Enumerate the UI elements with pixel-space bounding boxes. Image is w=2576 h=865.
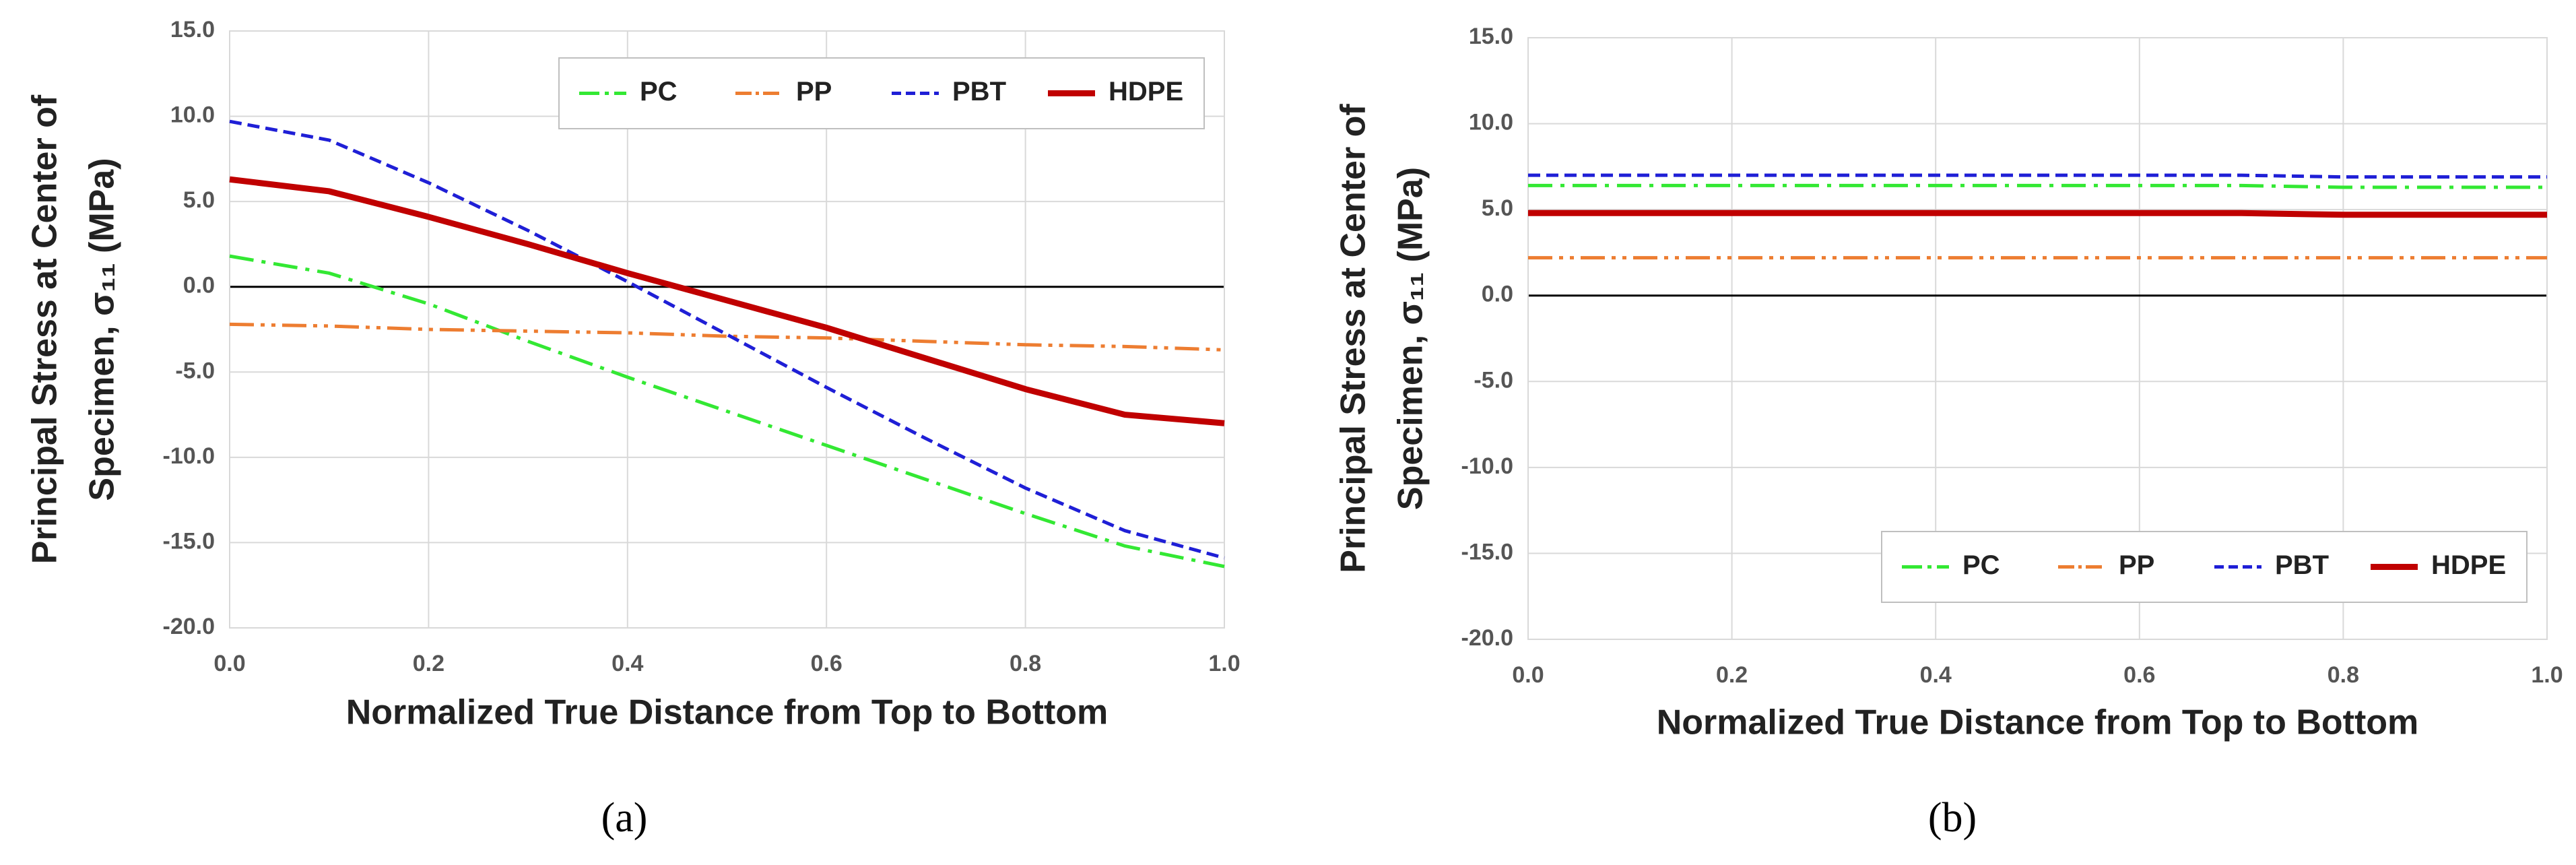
y-axis-title: Specimen, σ₁₁ (MPa) — [1391, 167, 1430, 510]
legend-label: PP — [2119, 550, 2154, 580]
x-tick-label: 1.0 — [2531, 662, 2563, 688]
y-tick-label: -15.0 — [163, 528, 216, 554]
y-tick-label: 10.0 — [170, 102, 215, 128]
x-tick-label: 0.6 — [2123, 662, 2155, 688]
x-tick-label: 0.6 — [811, 651, 843, 676]
y-tick-label: 5.0 — [183, 187, 215, 213]
legend-label: PBT — [952, 77, 1006, 106]
x-axis-title: Normalized True Distance from Top to Bot… — [346, 693, 1109, 732]
x-tick-label: 0.2 — [1716, 662, 1748, 688]
y-tick-label: 0.0 — [183, 273, 215, 298]
x-tick-label: 0.2 — [413, 651, 444, 676]
legend-box — [558, 57, 1205, 129]
legend-label: PP — [796, 77, 832, 106]
y-tick-label: 15.0 — [170, 17, 215, 42]
series-line — [229, 119, 1225, 560]
y-tick-label: -5.0 — [175, 358, 215, 383]
legend-label: HDPE — [2431, 550, 2506, 580]
y-tick-label: -10.0 — [1461, 453, 1514, 479]
y-axis-title: Principal Stress at Center of — [26, 94, 65, 564]
legend-label: PC — [640, 77, 678, 106]
legend-label: PC — [1962, 550, 2000, 580]
y-tick-label: -5.0 — [1474, 367, 1513, 393]
y-tick-label: 0.0 — [1482, 282, 1513, 307]
legend-box — [1881, 531, 2528, 603]
x-tick-label: 0.8 — [2327, 662, 2359, 688]
x-tick-label: 0.0 — [1512, 662, 1544, 688]
caption: (b) — [1928, 795, 1977, 841]
x-tick-label: 0.4 — [612, 651, 643, 676]
x-tick-label: 0.8 — [1010, 651, 1041, 676]
x-tick-label: 0.4 — [1920, 662, 1952, 688]
y-tick-label: -15.0 — [1461, 539, 1514, 565]
y-axis-title: Specimen, σ₁₁ (MPa) — [83, 158, 122, 501]
plot-frame — [1527, 37, 2548, 640]
series-line — [229, 254, 1225, 569]
series-line — [229, 322, 1225, 352]
legend-label: HDPE — [1109, 77, 1183, 106]
caption: (a) — [601, 795, 648, 841]
legend-label: PBT — [2275, 550, 2329, 580]
series-line — [1528, 183, 2547, 189]
plot-frame — [229, 30, 1225, 629]
series-line — [229, 176, 1225, 426]
y-axis-title: Principal Stress at Center of — [1334, 104, 1373, 573]
x-axis-title: Normalized True Distance from Top to Bot… — [1657, 703, 2419, 742]
y-tick-label: 5.0 — [1482, 195, 1513, 221]
series-line — [1528, 173, 2547, 179]
x-tick-label: 1.0 — [1208, 651, 1240, 676]
x-tick-label: 0.0 — [213, 651, 245, 676]
y-tick-label: -20.0 — [1461, 625, 1514, 651]
series-line — [1528, 210, 2547, 218]
y-tick-label: 10.0 — [1469, 110, 1513, 135]
y-tick-label: -10.0 — [163, 443, 216, 469]
y-tick-label: 15.0 — [1469, 24, 1513, 49]
y-tick-label: -20.0 — [163, 614, 216, 639]
